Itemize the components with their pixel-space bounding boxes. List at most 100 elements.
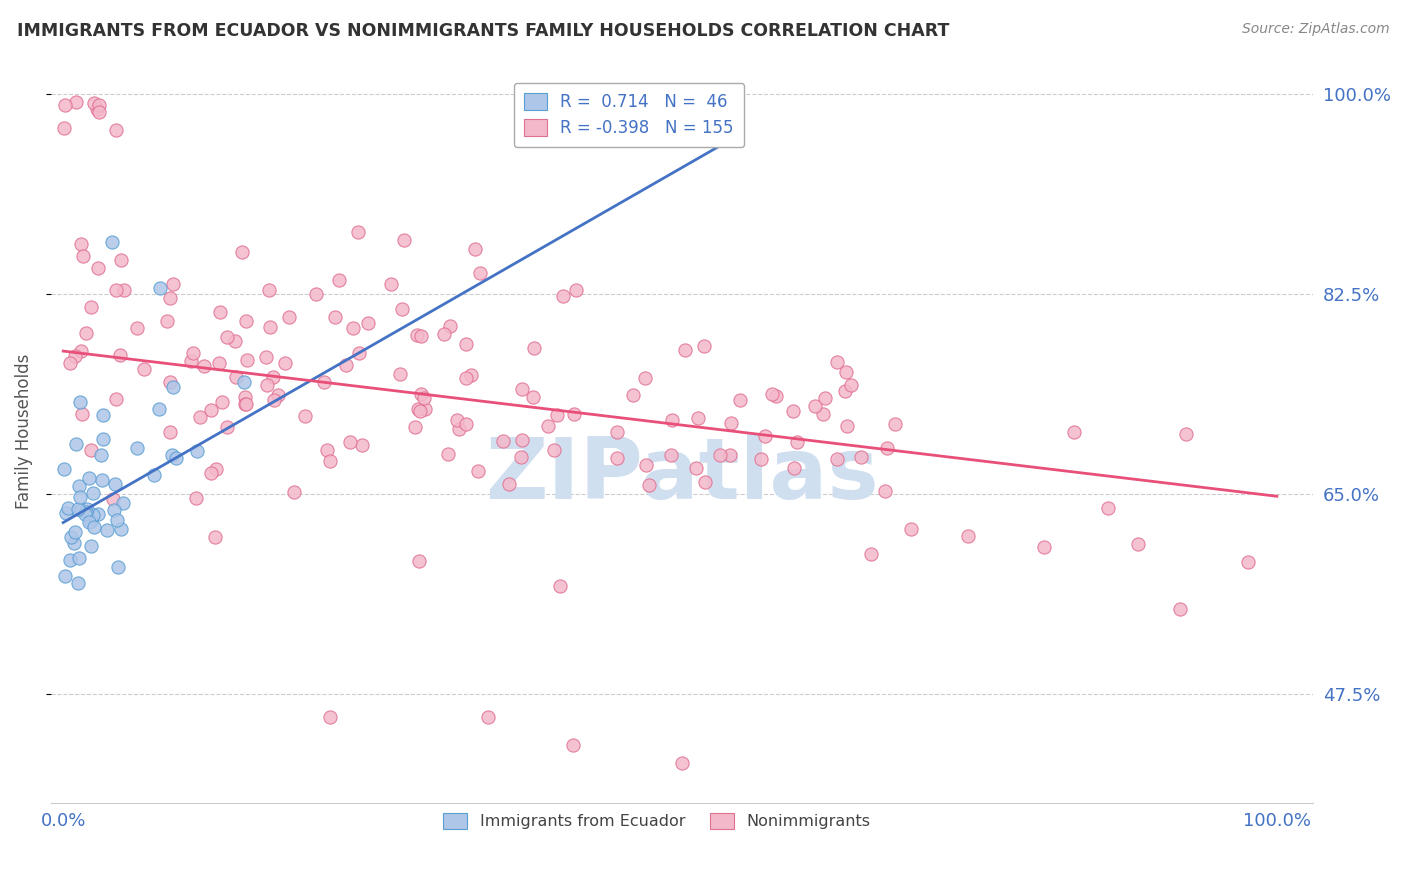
Point <box>267 388 290 402</box>
Text: Source: ZipAtlas.com: Source: ZipAtlas.com <box>1241 22 1389 37</box>
Point <box>67 502 90 516</box>
Point <box>804 399 827 413</box>
Point <box>142 468 165 483</box>
Point <box>1236 555 1258 569</box>
Point <box>477 710 499 724</box>
Point <box>69 490 91 504</box>
Point <box>149 281 172 295</box>
Point <box>314 376 336 390</box>
Point <box>841 378 863 392</box>
Point <box>782 460 804 475</box>
Point <box>860 548 883 562</box>
Point <box>233 397 256 411</box>
Point <box>510 382 533 396</box>
Point <box>254 350 277 364</box>
Point <box>709 448 731 462</box>
Point <box>104 477 127 491</box>
Point <box>107 560 129 574</box>
Point <box>522 390 544 404</box>
Point <box>811 408 834 422</box>
Point <box>765 389 787 403</box>
Point <box>467 464 489 478</box>
Point <box>661 413 683 427</box>
Point <box>67 551 90 566</box>
Point <box>673 343 696 357</box>
Point <box>66 576 89 591</box>
Point <box>110 522 132 536</box>
Point <box>80 442 103 457</box>
Point <box>91 473 114 487</box>
Point <box>392 233 415 247</box>
Point <box>439 319 461 334</box>
Point <box>671 756 693 770</box>
Point <box>208 305 231 319</box>
Point <box>70 236 93 251</box>
Point <box>409 386 432 401</box>
Point <box>1097 500 1119 515</box>
Point <box>59 356 82 370</box>
Point <box>537 419 560 434</box>
Point <box>1063 425 1085 439</box>
Point <box>83 96 105 111</box>
Point <box>82 486 104 500</box>
Point <box>111 496 134 510</box>
Point <box>82 508 104 522</box>
Point <box>180 354 202 368</box>
Point <box>693 339 716 353</box>
Point <box>105 392 128 406</box>
Point <box>638 478 661 492</box>
Point <box>75 505 97 519</box>
Point <box>834 384 856 399</box>
Text: ZIPatlas: ZIPatlas <box>485 434 879 517</box>
Point <box>391 301 413 316</box>
Point <box>77 471 100 485</box>
Point <box>87 97 110 112</box>
Point <box>546 409 568 423</box>
Point <box>827 355 849 369</box>
Point <box>454 417 477 431</box>
Point <box>76 501 98 516</box>
Point <box>204 530 226 544</box>
Point <box>103 503 125 517</box>
Point <box>224 334 246 349</box>
Point <box>148 401 170 416</box>
Point <box>693 475 716 489</box>
Point <box>468 266 491 280</box>
Point <box>1033 540 1056 554</box>
Point <box>105 513 128 527</box>
Point <box>233 390 256 404</box>
Point <box>433 326 456 341</box>
Point <box>217 420 239 434</box>
Point <box>413 401 436 416</box>
Point <box>87 507 110 521</box>
Point <box>786 435 808 450</box>
Point <box>1174 427 1197 442</box>
Point <box>411 329 433 343</box>
Point <box>454 371 477 385</box>
Point <box>1168 601 1191 615</box>
Point <box>200 403 222 417</box>
Point <box>510 450 533 464</box>
Point <box>263 392 285 407</box>
Point <box>720 417 742 431</box>
Point <box>460 368 482 382</box>
Point <box>80 515 103 529</box>
Point <box>262 370 284 384</box>
Point <box>77 515 100 529</box>
Point <box>211 394 233 409</box>
Point <box>69 394 91 409</box>
Point <box>319 710 342 724</box>
Point <box>561 739 583 753</box>
Point <box>53 97 76 112</box>
Legend: Immigrants from Ecuador, Nonimmigrants: Immigrants from Ecuador, Nonimmigrants <box>437 806 877 836</box>
Point <box>761 387 783 401</box>
Point <box>63 536 86 550</box>
Point <box>55 506 77 520</box>
Point <box>60 530 83 544</box>
Point <box>294 409 316 424</box>
Point <box>825 451 848 466</box>
Point <box>72 250 94 264</box>
Point <box>225 369 247 384</box>
Point <box>90 448 112 462</box>
Point <box>70 407 93 421</box>
